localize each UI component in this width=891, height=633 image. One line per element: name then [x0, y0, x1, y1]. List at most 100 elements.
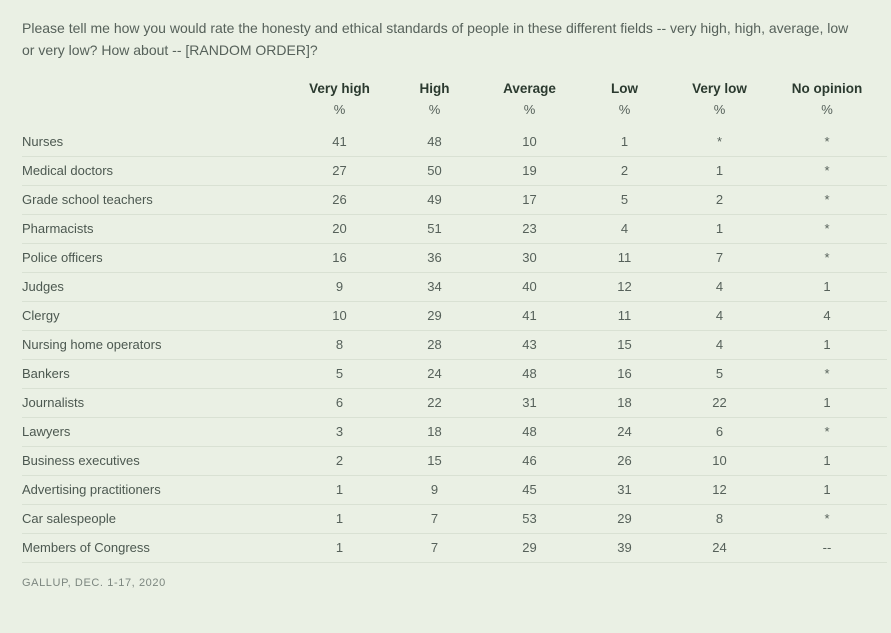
row-label: Pharmacists — [22, 214, 292, 243]
row-label: Business executives — [22, 446, 292, 475]
table-cell: 18 — [577, 388, 672, 417]
table-cell: 7 — [672, 243, 767, 272]
source-footer: GALLUP, DEC. 1-17, 2020 — [22, 577, 869, 589]
table-row: Lawyers31848246* — [22, 417, 887, 446]
table-cell: 6 — [292, 388, 387, 417]
table-cell: 10 — [292, 301, 387, 330]
table-row: Members of Congress17293924-- — [22, 533, 887, 562]
table-cell: 11 — [577, 301, 672, 330]
col-header: Very high — [292, 81, 387, 102]
table-cell: 28 — [387, 330, 482, 359]
table-row: Police officers163630117* — [22, 243, 887, 272]
table-cell: 1 — [292, 504, 387, 533]
unit-label: % — [577, 102, 672, 127]
row-label: Lawyers — [22, 417, 292, 446]
table-cell: 48 — [387, 127, 482, 156]
table-cell: * — [767, 214, 887, 243]
table-row: Nurses4148101** — [22, 127, 887, 156]
table-cell: 6 — [672, 417, 767, 446]
table-cell: 24 — [387, 359, 482, 388]
table-cell: 18 — [387, 417, 482, 446]
table-cell: 22 — [672, 388, 767, 417]
table-cell: * — [767, 359, 887, 388]
table-cell: 10 — [482, 127, 577, 156]
table-cell: 27 — [292, 156, 387, 185]
table-cell: 5 — [577, 185, 672, 214]
table-cell: 16 — [577, 359, 672, 388]
table-unit-row: % % % % % % — [22, 102, 887, 127]
table-cell: 34 — [387, 272, 482, 301]
table-cell: 39 — [577, 533, 672, 562]
table-cell: 1 — [292, 475, 387, 504]
table-cell: 20 — [292, 214, 387, 243]
unit-label: % — [482, 102, 577, 127]
table-row: Advertising practitioners194531121 — [22, 475, 887, 504]
table-cell: 45 — [482, 475, 577, 504]
table-cell: * — [672, 127, 767, 156]
table-cell: 2 — [672, 185, 767, 214]
table-cell: 48 — [482, 417, 577, 446]
row-label: Police officers — [22, 243, 292, 272]
table-cell: 29 — [387, 301, 482, 330]
table-cell: * — [767, 156, 887, 185]
table-body: Nurses4148101**Medical doctors27501921*G… — [22, 127, 887, 562]
table-row: Business executives2154626101 — [22, 446, 887, 475]
table-cell: 1 — [767, 272, 887, 301]
col-header: High — [387, 81, 482, 102]
unit-label: % — [672, 102, 767, 127]
table-cell: 5 — [672, 359, 767, 388]
row-label: Bankers — [22, 359, 292, 388]
table-container: Please tell me how you would rate the ho… — [0, 0, 891, 603]
table-cell: 24 — [577, 417, 672, 446]
table-cell: 2 — [577, 156, 672, 185]
unit-empty — [22, 102, 292, 127]
table-cell: 43 — [482, 330, 577, 359]
table-cell: 1 — [672, 156, 767, 185]
question-text: Please tell me how you would rate the ho… — [22, 18, 862, 61]
table-cell: 1 — [672, 214, 767, 243]
table-cell: * — [767, 243, 887, 272]
table-cell: 15 — [387, 446, 482, 475]
data-table: Very high High Average Low Very low No o… — [22, 81, 887, 563]
table-row: Clergy1029411144 — [22, 301, 887, 330]
table-cell: 29 — [482, 533, 577, 562]
table-cell: 9 — [292, 272, 387, 301]
row-label: Judges — [22, 272, 292, 301]
table-row: Grade school teachers26491752* — [22, 185, 887, 214]
table-cell: 30 — [482, 243, 577, 272]
row-label: Clergy — [22, 301, 292, 330]
table-cell: 31 — [482, 388, 577, 417]
table-cell: 48 — [482, 359, 577, 388]
row-label: Medical doctors — [22, 156, 292, 185]
table-row: Bankers52448165* — [22, 359, 887, 388]
table-cell: 23 — [482, 214, 577, 243]
table-cell: 4 — [577, 214, 672, 243]
table-cell: 26 — [577, 446, 672, 475]
table-cell: 49 — [387, 185, 482, 214]
table-cell: 1 — [767, 388, 887, 417]
table-cell: 29 — [577, 504, 672, 533]
table-row: Car salespeople1753298* — [22, 504, 887, 533]
table-cell: 12 — [577, 272, 672, 301]
table-cell: 22 — [387, 388, 482, 417]
table-cell: 9 — [387, 475, 482, 504]
table-cell: 46 — [482, 446, 577, 475]
table-cell: 41 — [482, 301, 577, 330]
table-cell: 51 — [387, 214, 482, 243]
table-cell: 41 — [292, 127, 387, 156]
row-label: Nurses — [22, 127, 292, 156]
table-row: Nursing home operators828431541 — [22, 330, 887, 359]
col-header: Low — [577, 81, 672, 102]
table-cell: 5 — [292, 359, 387, 388]
row-label: Members of Congress — [22, 533, 292, 562]
table-row: Judges934401241 — [22, 272, 887, 301]
table-cell: * — [767, 127, 887, 156]
table-cell: 24 — [672, 533, 767, 562]
table-cell: 53 — [482, 504, 577, 533]
row-label: Advertising practitioners — [22, 475, 292, 504]
table-cell: * — [767, 185, 887, 214]
table-cell: 36 — [387, 243, 482, 272]
table-cell: 12 — [672, 475, 767, 504]
table-cell: 15 — [577, 330, 672, 359]
table-cell: 4 — [672, 330, 767, 359]
